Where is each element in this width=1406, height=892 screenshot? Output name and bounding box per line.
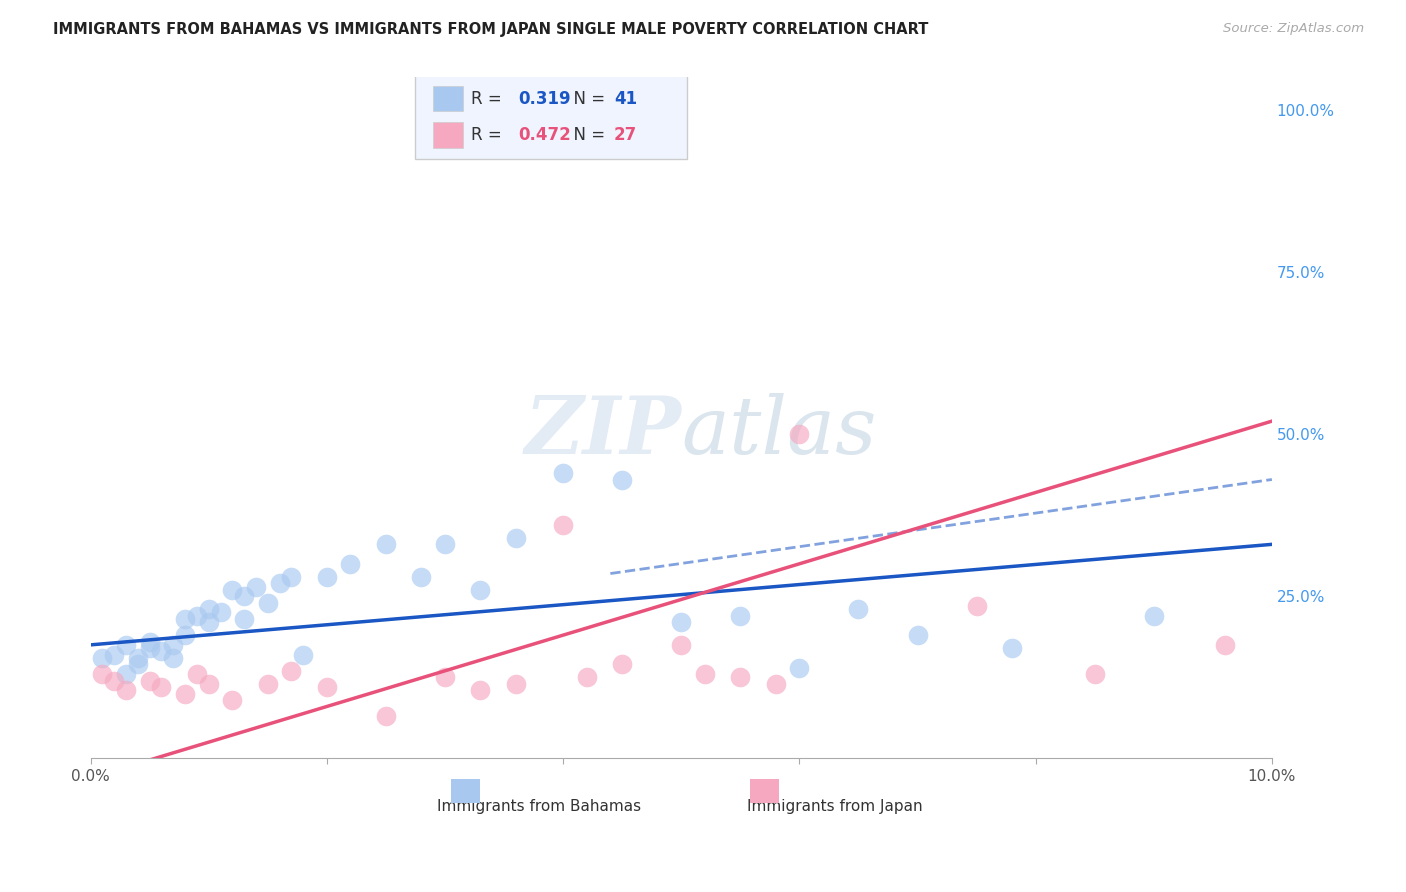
Point [162, 650, 184, 665]
Text: atlas: atlas [682, 392, 876, 470]
Text: N =: N = [564, 89, 610, 108]
Point [315, 570, 337, 584]
Text: 0.319: 0.319 [519, 89, 571, 108]
Point [505, 531, 527, 545]
Point [671, 615, 693, 629]
Point [374, 537, 396, 551]
Point [730, 608, 752, 623]
Point [292, 648, 315, 662]
Point [221, 582, 243, 597]
Point [553, 517, 575, 532]
Text: R =: R = [471, 127, 508, 145]
Point [197, 677, 219, 691]
Point [115, 667, 138, 681]
Text: 41: 41 [614, 89, 637, 108]
Text: N =: N = [564, 127, 610, 145]
Point [907, 628, 929, 642]
Point [103, 673, 125, 688]
Text: Immigrants from Japan: Immigrants from Japan [747, 799, 922, 814]
Text: 0.472: 0.472 [519, 127, 571, 145]
Point [1001, 641, 1024, 656]
Point [150, 680, 173, 694]
Point [115, 638, 138, 652]
Point [138, 634, 160, 648]
Point [91, 650, 114, 665]
Text: Source: ZipAtlas.com: Source: ZipAtlas.com [1223, 22, 1364, 36]
Point [470, 582, 492, 597]
Point [789, 660, 811, 674]
Point [339, 557, 361, 571]
Point [103, 648, 125, 662]
Point [174, 612, 197, 626]
Point [138, 673, 160, 688]
Point [245, 580, 267, 594]
Point [174, 686, 197, 700]
Point [115, 683, 138, 698]
Point [789, 427, 811, 442]
Point [612, 473, 634, 487]
Point [186, 667, 208, 681]
Point [411, 570, 433, 584]
Point [221, 693, 243, 707]
Point [470, 683, 492, 698]
Point [91, 667, 114, 681]
FancyBboxPatch shape [415, 74, 688, 159]
Text: R =: R = [471, 89, 508, 108]
Point [280, 664, 302, 678]
Point [434, 537, 457, 551]
Point [233, 589, 256, 603]
Point [671, 638, 693, 652]
Point [269, 576, 291, 591]
Point [1084, 667, 1107, 681]
Point [127, 657, 149, 672]
Point [174, 628, 197, 642]
Point [553, 466, 575, 480]
Point [693, 667, 716, 681]
Point [138, 641, 160, 656]
FancyBboxPatch shape [433, 86, 463, 112]
Point [765, 677, 787, 691]
Point [848, 602, 870, 616]
Point [374, 709, 396, 723]
Point [233, 612, 256, 626]
Point [280, 570, 302, 584]
Point [1143, 608, 1166, 623]
Point [256, 596, 278, 610]
Point [612, 657, 634, 672]
Point [256, 677, 278, 691]
Text: IMMIGRANTS FROM BAHAMAS VS IMMIGRANTS FROM JAPAN SINGLE MALE POVERTY CORRELATION: IMMIGRANTS FROM BAHAMAS VS IMMIGRANTS FR… [53, 22, 929, 37]
Point [127, 650, 149, 665]
Point [1213, 638, 1236, 652]
Text: ZIP: ZIP [524, 392, 682, 470]
Point [150, 644, 173, 658]
Point [162, 638, 184, 652]
Text: 27: 27 [614, 127, 637, 145]
Text: Immigrants from Bahamas: Immigrants from Bahamas [437, 799, 641, 814]
Point [966, 599, 988, 613]
Point [186, 608, 208, 623]
Point [315, 680, 337, 694]
Point [197, 615, 219, 629]
Point [575, 670, 598, 684]
Point [197, 602, 219, 616]
FancyBboxPatch shape [451, 779, 481, 803]
Point [730, 670, 752, 684]
Point [209, 606, 232, 620]
Point [505, 677, 527, 691]
FancyBboxPatch shape [433, 121, 463, 147]
FancyBboxPatch shape [749, 779, 779, 803]
Point [434, 670, 457, 684]
